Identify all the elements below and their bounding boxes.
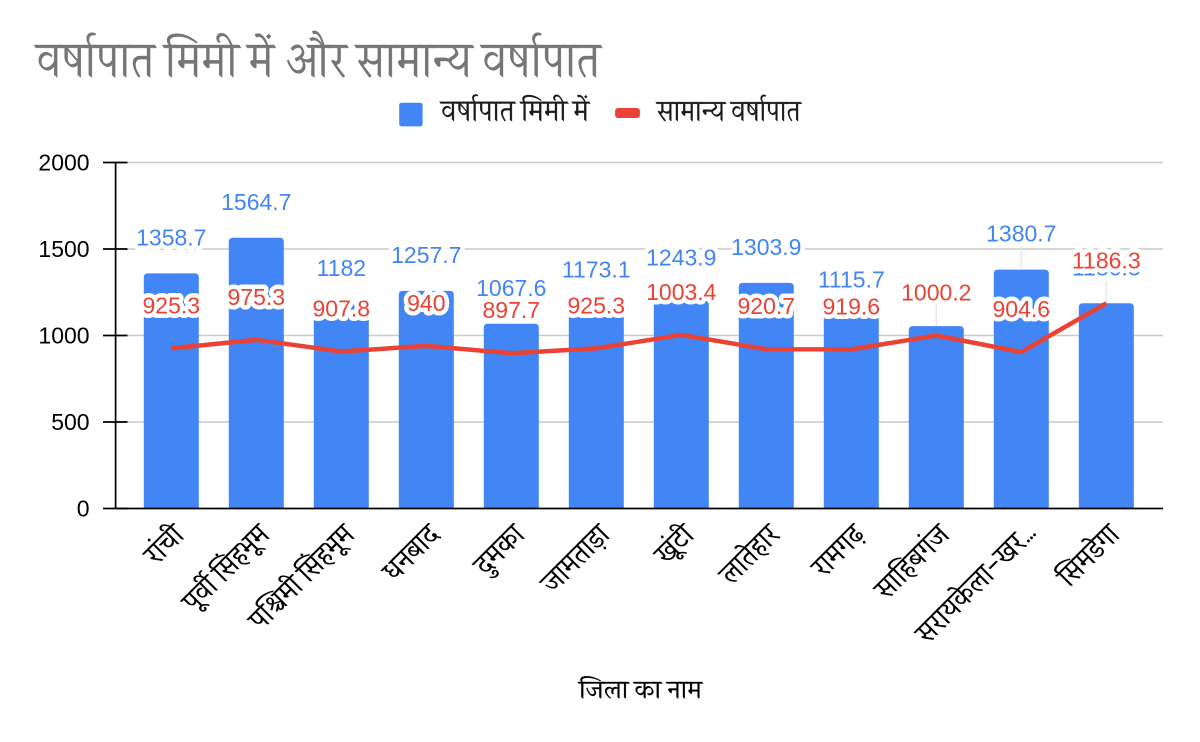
svg-text:1067.6: 1067.6: [476, 275, 546, 301]
svg-text:1358.7: 1358.7: [136, 224, 206, 250]
svg-text:0: 0: [77, 496, 90, 522]
svg-text:2000: 2000: [38, 150, 89, 176]
svg-text:1303.9: 1303.9: [731, 234, 801, 260]
svg-text:1054.5: 1054.5: [901, 277, 971, 303]
svg-text:1186.3: 1186.3: [1072, 254, 1141, 280]
svg-text:1173.1: 1173.1: [562, 257, 631, 283]
svg-text:897.7: 897.7: [483, 297, 541, 323]
svg-text:1257.7: 1257.7: [391, 242, 461, 268]
svg-text:904.6: 904.6: [993, 296, 1051, 322]
svg-text:925.3: 925.3: [143, 292, 201, 318]
svg-text:1115.7: 1115.7: [818, 267, 885, 293]
svg-text:1182: 1182: [317, 255, 366, 281]
svg-text:919.6: 919.6: [823, 293, 881, 319]
svg-text:1564.7: 1564.7: [221, 189, 291, 215]
svg-text:1500: 1500: [38, 236, 89, 262]
svg-text:500: 500: [51, 409, 89, 435]
svg-text:1003.4: 1003.4: [646, 279, 717, 305]
svg-text:920.7: 920.7: [738, 293, 796, 319]
svg-text:940: 940: [407, 290, 445, 316]
svg-text:1000.2: 1000.2: [901, 280, 971, 306]
svg-text:1380.7: 1380.7: [986, 221, 1056, 247]
svg-text:1243.9: 1243.9: [646, 244, 716, 270]
svg-text:925.3: 925.3: [568, 292, 626, 318]
svg-text:975.3: 975.3: [228, 284, 286, 310]
svg-text:1186.3: 1186.3: [1072, 247, 1141, 273]
svg-text:907.8: 907.8: [313, 296, 371, 322]
svg-text:1000: 1000: [38, 323, 89, 349]
